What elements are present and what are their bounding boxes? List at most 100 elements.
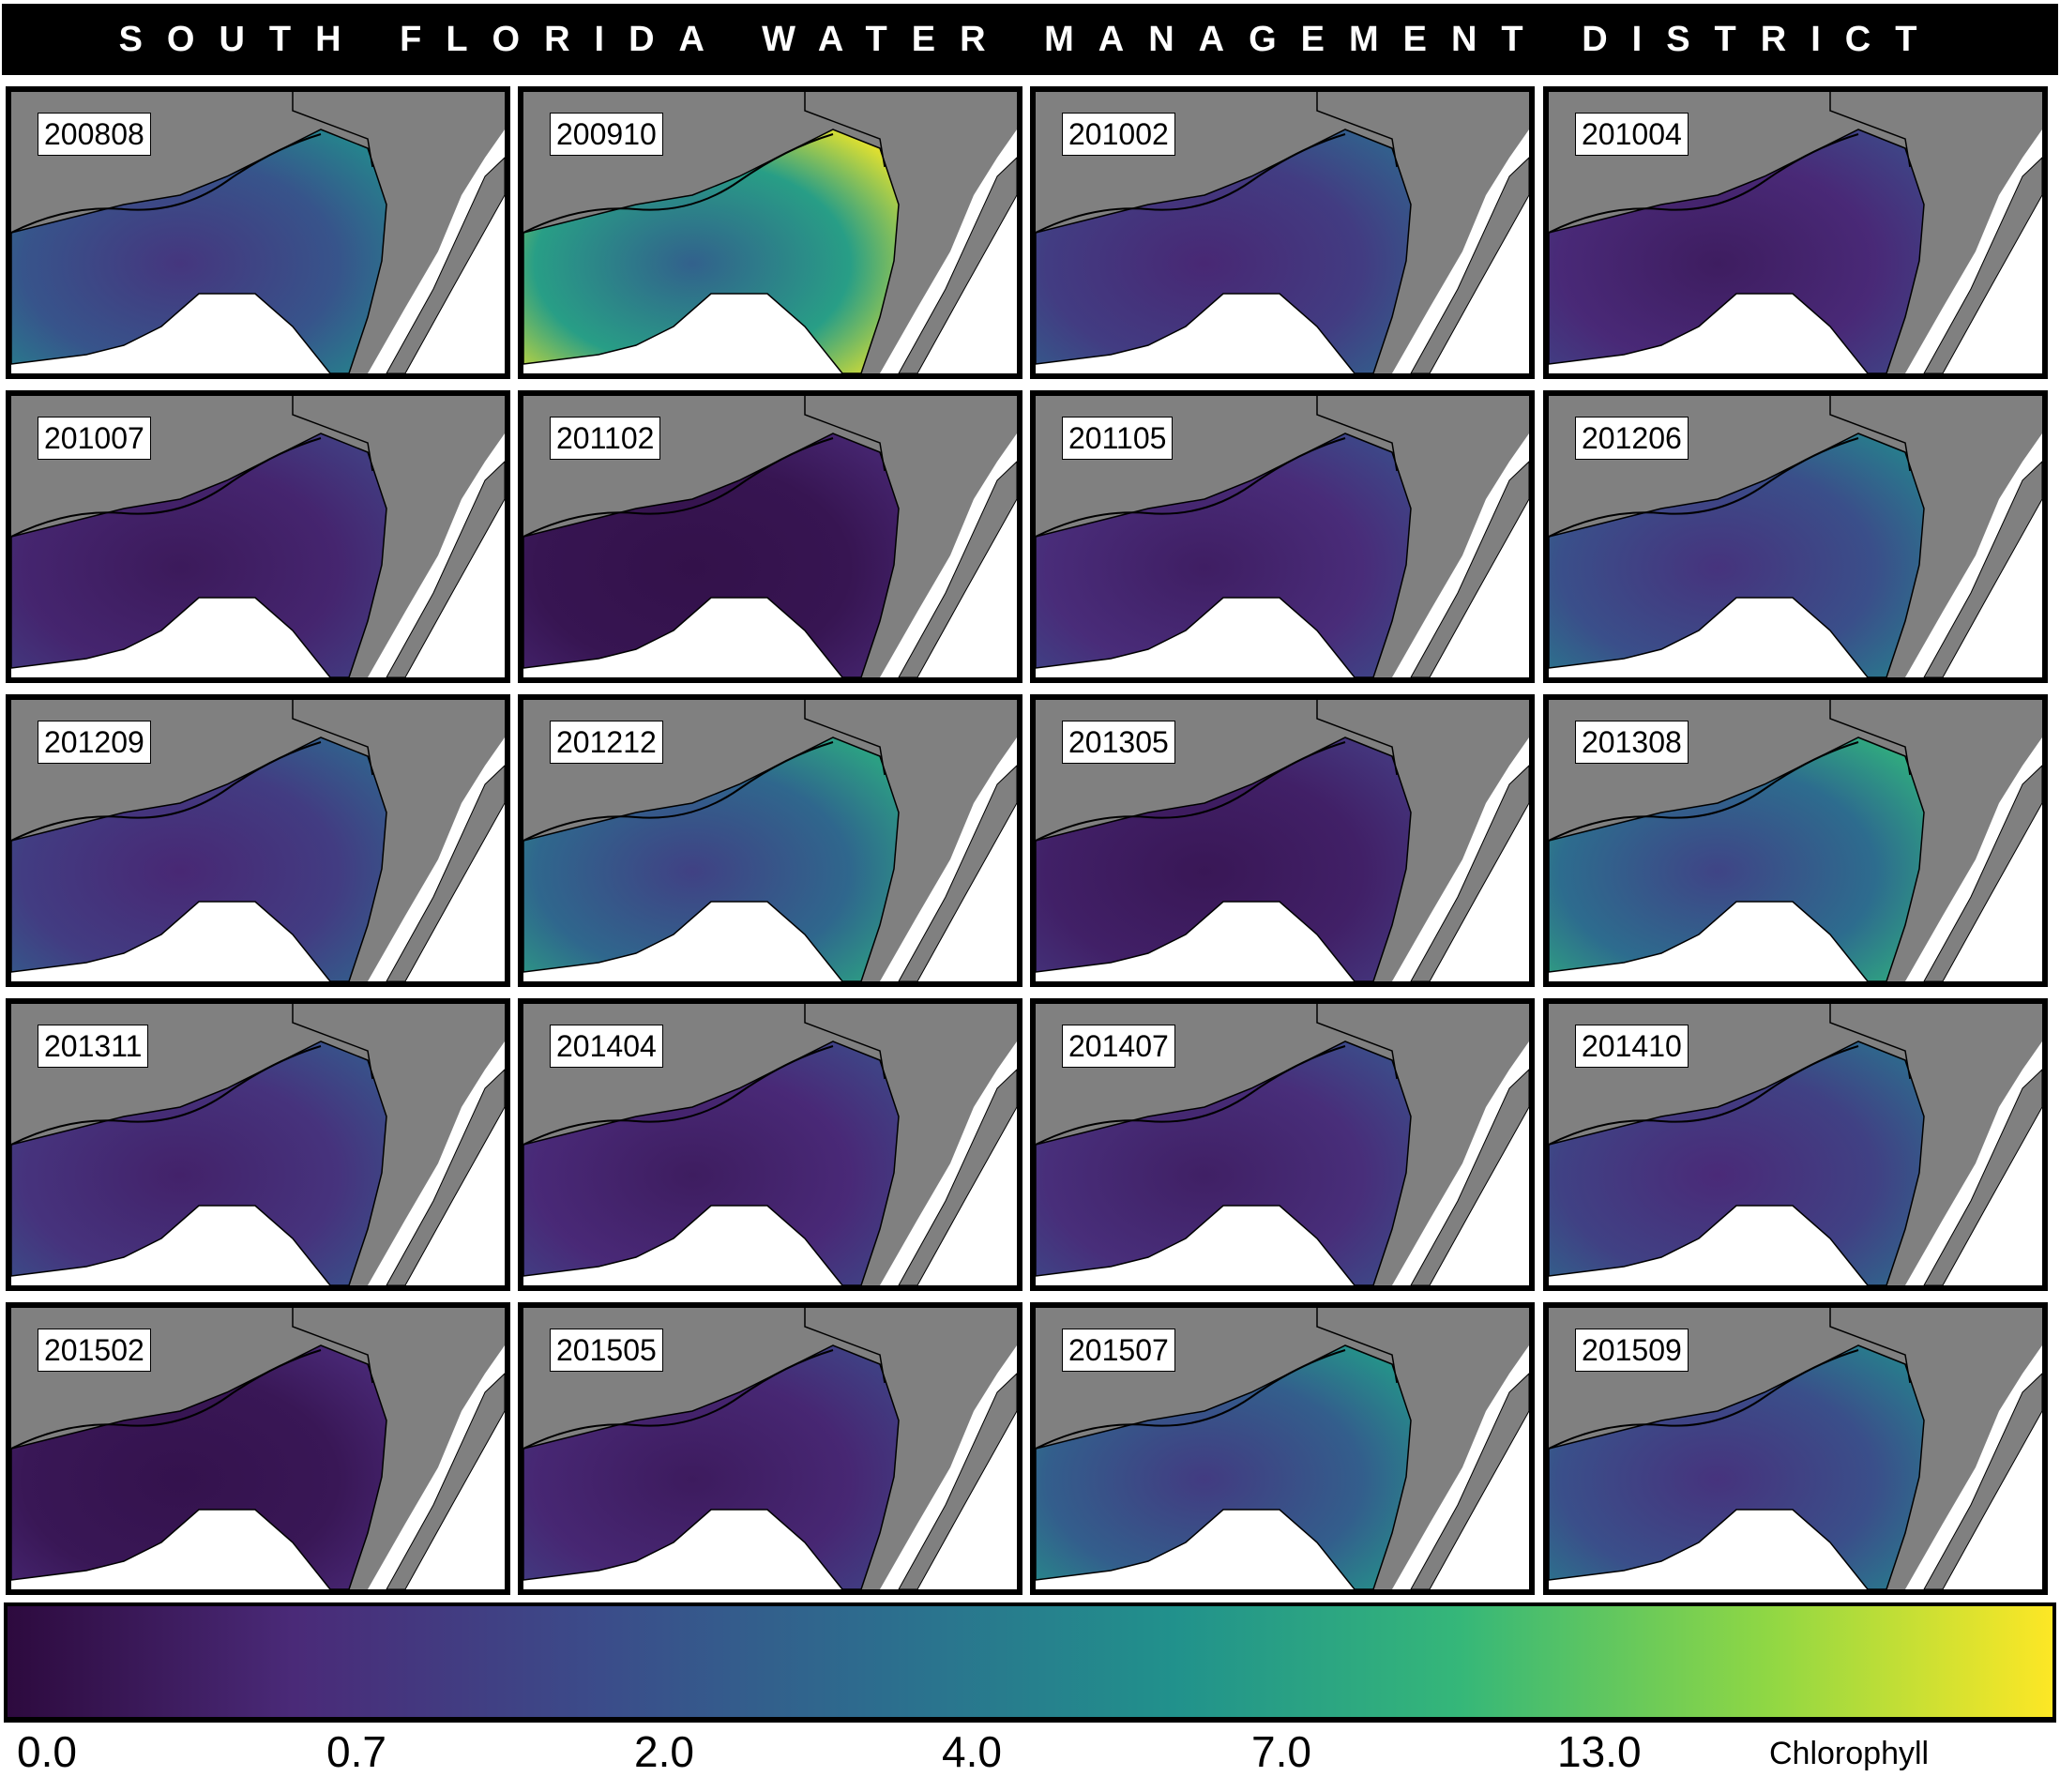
chlorophyll-colorbar — [4, 1602, 2056, 1723]
colorbar-tick-1: 0.7 — [326, 1727, 386, 1776]
panel-date-label: 201007 — [38, 417, 151, 460]
map-panel-201407: 201407 — [1030, 998, 1535, 1291]
map-panel-grid: 200808 200910 201002 201004 201007 201102 2011… — [6, 86, 2048, 1595]
chlorophyll-water-area — [1549, 737, 1925, 981]
mainland-shape — [1036, 396, 1529, 677]
chlorophyll-water-area — [1549, 129, 1925, 373]
district-boundary-line — [292, 1308, 373, 1384]
bay-map — [11, 1308, 505, 1589]
panel-date-label: 200910 — [550, 113, 663, 156]
bay-map — [523, 1004, 1017, 1285]
map-panel-201002: 201002 — [1030, 86, 1535, 379]
keys-strip-shape — [1410, 765, 1529, 981]
chlorophyll-water-area — [11, 1040, 387, 1285]
colorbar-tick-5: 13.0 — [1557, 1727, 1642, 1776]
map-panel-201206: 201206 — [1543, 390, 2048, 683]
bay-map — [1549, 1308, 2042, 1589]
coastline — [11, 741, 322, 842]
keys-strip-shape — [898, 157, 1017, 373]
coastline — [1036, 1349, 1346, 1450]
panel-date-label: 201002 — [1062, 113, 1175, 156]
keys-strip-shape — [1923, 1069, 2042, 1285]
bay-map — [1549, 700, 2042, 981]
district-boundary-line — [292, 700, 373, 776]
bay-map — [1036, 700, 1529, 981]
bay-map — [11, 700, 505, 981]
chlorophyll-water-area — [1036, 433, 1412, 677]
mainland-shape — [11, 1004, 505, 1285]
bay-map — [11, 396, 505, 677]
district-boundary-line — [1829, 700, 1911, 776]
coastline — [1549, 437, 1859, 538]
keys-strip-shape — [386, 1373, 505, 1589]
district-boundary-line — [1316, 1004, 1398, 1080]
keys-strip-shape — [1410, 461, 1529, 677]
bay-map — [1549, 92, 2042, 373]
mainland-shape — [1549, 1308, 2042, 1589]
mainland-shape — [1549, 1004, 2042, 1285]
coastline — [523, 1349, 834, 1450]
district-boundary-line — [1829, 396, 1911, 472]
mainland-shape — [11, 92, 505, 373]
keys-strip-shape — [898, 1373, 1017, 1589]
coastline — [1549, 741, 1859, 842]
map-panel-201507: 201507 — [1030, 1302, 1535, 1595]
bay-map — [1036, 1004, 1529, 1285]
chlorophyll-water-area — [1036, 1040, 1412, 1285]
bay-map — [523, 1308, 1017, 1589]
chlorophyll-water-area — [523, 1344, 900, 1589]
bay-map — [1549, 396, 2042, 677]
keys-strip-shape — [898, 765, 1017, 981]
mainland-shape — [1549, 700, 2042, 981]
panel-date-label: 201407 — [1062, 1025, 1175, 1068]
mainland-shape — [1036, 1308, 1529, 1589]
chlorophyll-water-area — [11, 433, 387, 677]
map-panel-201404: 201404 — [518, 998, 1022, 1291]
panel-date-label: 201004 — [1575, 113, 1689, 156]
mainland-shape — [1036, 92, 1529, 373]
panel-date-label: 201209 — [38, 721, 151, 764]
map-panel-201105: 201105 — [1030, 390, 1535, 683]
bay-map — [1036, 92, 1529, 373]
keys-strip-shape — [386, 1069, 505, 1285]
panel-date-label: 201507 — [1062, 1329, 1175, 1372]
coastline — [11, 133, 322, 234]
page-title: SOUTH FLORIDA WATER MANAGEMENT DISTRICT — [2, 4, 2058, 75]
keys-strip-shape — [1410, 157, 1529, 373]
map-panel-201007: 201007 — [6, 390, 510, 683]
map-panel-201004: 201004 — [1543, 86, 2048, 379]
district-boundary-line — [804, 92, 886, 168]
map-panel-201305: 201305 — [1030, 694, 1535, 987]
bay-map — [1036, 1308, 1529, 1589]
bay-map — [523, 396, 1017, 677]
coastline — [1036, 1045, 1346, 1146]
coastline — [523, 741, 834, 842]
coastline — [1036, 741, 1346, 842]
keys-strip-shape — [1410, 1373, 1529, 1589]
chlorophyll-water-area — [1549, 1040, 1925, 1285]
bay-map — [1036, 396, 1529, 677]
coastline — [1549, 1349, 1859, 1450]
chlorophyll-water-area — [11, 1344, 387, 1589]
mainland-shape — [523, 1308, 1017, 1589]
keys-strip-shape — [386, 461, 505, 677]
coastline — [523, 1045, 834, 1146]
panel-date-label: 201308 — [1575, 721, 1689, 764]
map-panel-201212: 201212 — [518, 694, 1022, 987]
map-panel-201410: 201410 — [1543, 998, 2048, 1291]
mainland-shape — [11, 396, 505, 677]
map-panel-200808: 200808 — [6, 86, 510, 379]
colorbar-title: Chlorophyll — [1769, 1736, 1930, 1771]
panel-date-label: 201410 — [1575, 1025, 1689, 1068]
panel-date-label: 201105 — [1062, 417, 1174, 460]
chlorophyll-water-area — [523, 129, 900, 373]
keys-strip-shape — [898, 461, 1017, 677]
map-panel-201308: 201308 — [1543, 694, 2048, 987]
mainland-shape — [523, 700, 1017, 981]
coastline — [523, 133, 834, 234]
panel-date-label: 201505 — [550, 1329, 663, 1372]
panel-date-label: 200808 — [38, 113, 151, 156]
district-boundary-line — [1316, 1308, 1398, 1384]
bay-map — [11, 92, 505, 373]
mainland-shape — [11, 700, 505, 981]
